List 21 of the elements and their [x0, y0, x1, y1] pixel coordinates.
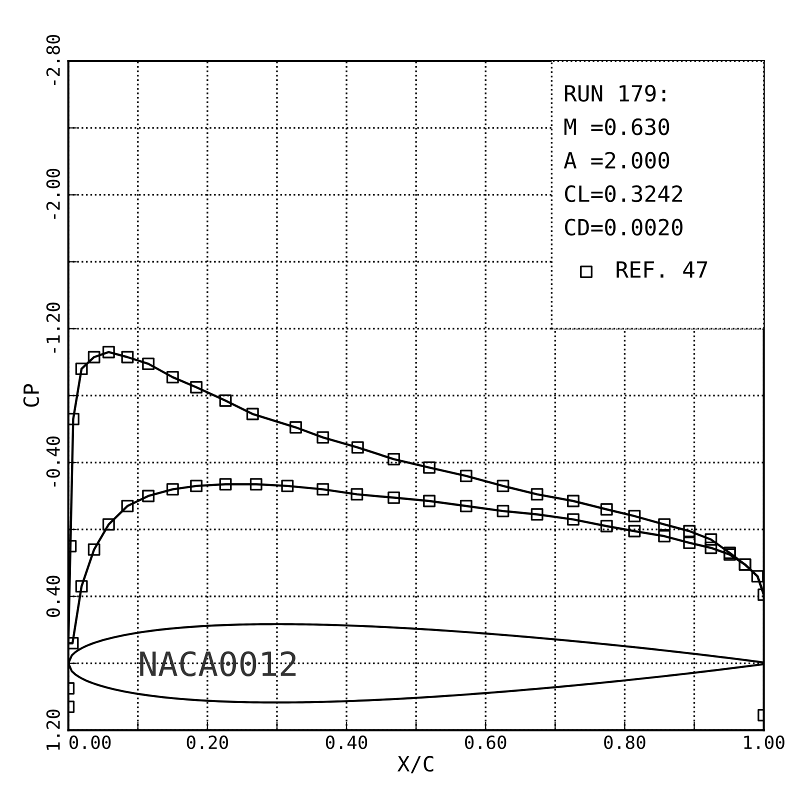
- annotation: RUN 179:: [565, 84, 666, 102]
- x-tick-label: 0.80: [604, 736, 646, 750]
- x-tick-label: 0.20: [186, 736, 228, 750]
- annotation: A =2.000: [564, 152, 670, 169]
- y-tick-label: -0.40: [46, 436, 60, 487]
- y-tick-label: -2.80: [46, 34, 60, 86]
- x-tick-label: 0.00: [70, 736, 111, 750]
- annotation: CD=0.0020: [565, 218, 682, 236]
- x-tick-label: 1.00: [744, 736, 784, 750]
- annotation: NACA0012: [140, 651, 296, 676]
- x-tick-label: 0.60: [465, 736, 506, 750]
- y-tick-label: -1.20: [46, 302, 60, 353]
- legend-label: REF. 47: [616, 261, 708, 278]
- annotation: CL=0.3242: [565, 185, 682, 202]
- annotation: M =0.630: [564, 118, 670, 136]
- y-tick-label: -2.00: [46, 168, 60, 219]
- y-axis-title: CP: [23, 384, 40, 407]
- y-tick-label: 1.20: [46, 710, 60, 750]
- y-tick-label: 0.40: [46, 576, 60, 617]
- x-axis-title: X/C: [397, 756, 434, 774]
- x-tick-label: 0.40: [326, 736, 368, 750]
